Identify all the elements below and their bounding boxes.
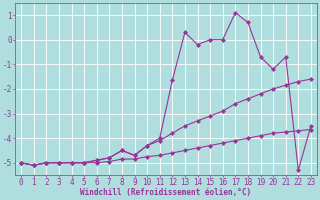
X-axis label: Windchill (Refroidissement éolien,°C): Windchill (Refroidissement éolien,°C) bbox=[80, 188, 252, 197]
